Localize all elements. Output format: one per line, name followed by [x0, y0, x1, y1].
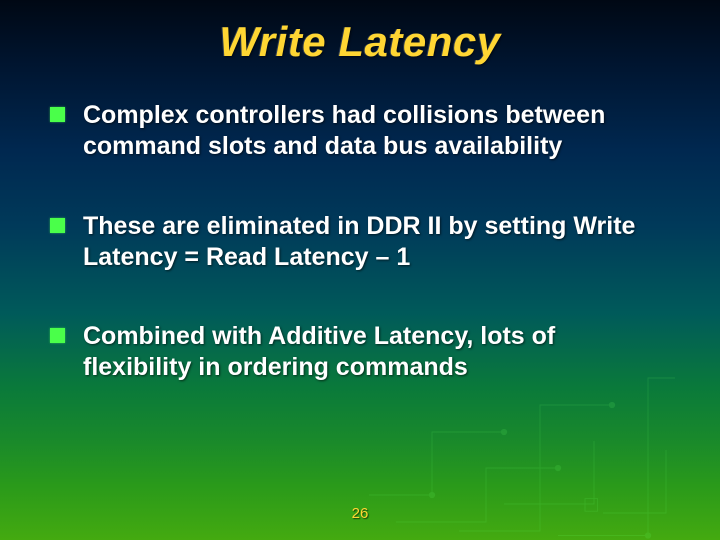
bullet-item: Combined with Additive Latency, lots of …	[50, 321, 670, 384]
bullet-marker-icon	[50, 218, 65, 233]
slide-container: Write Latency Complex controllers had co…	[0, 0, 720, 540]
slide-title: Write Latency	[0, 18, 720, 66]
slide-body: Complex controllers had collisions betwe…	[50, 100, 670, 432]
page-number: 26	[0, 505, 720, 522]
bullet-text: These are eliminated in DDR II by settin…	[83, 211, 670, 274]
bullet-marker-icon	[50, 328, 65, 343]
bullet-text: Complex controllers had collisions betwe…	[83, 100, 670, 163]
bullet-text: Combined with Additive Latency, lots of …	[83, 321, 670, 384]
bullet-marker-icon	[50, 107, 65, 122]
bullet-item: Complex controllers had collisions betwe…	[50, 100, 670, 163]
bullet-item: These are eliminated in DDR II by settin…	[50, 211, 670, 274]
